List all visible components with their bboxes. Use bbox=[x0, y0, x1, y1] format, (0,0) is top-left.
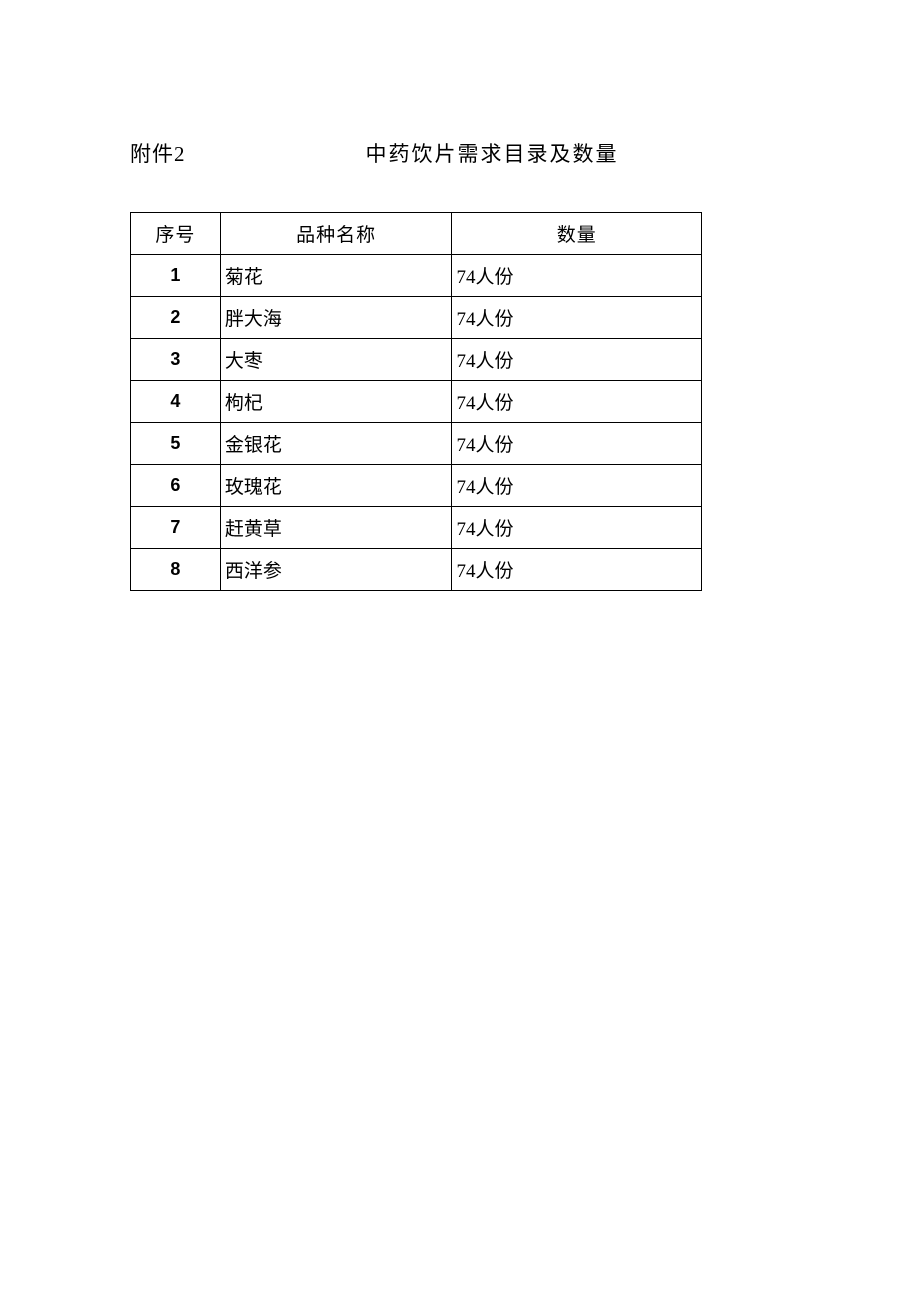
medicine-table: 序号 品种名称 数量 1 菊花 74人份 2 胖大海 74人份 3 大枣 74人… bbox=[130, 212, 702, 591]
cell-qty: 74人份 bbox=[452, 423, 702, 465]
cell-index: 6 bbox=[131, 465, 221, 507]
cell-qty: 74人份 bbox=[452, 465, 702, 507]
table-header-name: 品种名称 bbox=[220, 213, 452, 255]
cell-name: 金银花 bbox=[220, 423, 452, 465]
page-title: 中药饮片需求目录及数量 bbox=[366, 138, 619, 168]
cell-name: 胖大海 bbox=[220, 297, 452, 339]
table-row: 6 玫瑰花 74人份 bbox=[131, 465, 702, 507]
cell-qty: 74人份 bbox=[452, 339, 702, 381]
cell-index: 5 bbox=[131, 423, 221, 465]
table-row: 7 赶黄草 74人份 bbox=[131, 507, 702, 549]
cell-name: 赶黄草 bbox=[220, 507, 452, 549]
table-row: 5 金银花 74人份 bbox=[131, 423, 702, 465]
cell-index: 7 bbox=[131, 507, 221, 549]
cell-index: 2 bbox=[131, 297, 221, 339]
cell-name: 大枣 bbox=[220, 339, 452, 381]
table-header-row: 序号 品种名称 数量 bbox=[131, 213, 702, 255]
cell-qty: 74人份 bbox=[452, 549, 702, 591]
cell-name: 玫瑰花 bbox=[220, 465, 452, 507]
cell-qty: 74人份 bbox=[452, 507, 702, 549]
cell-name: 西洋参 bbox=[220, 549, 452, 591]
table-row: 2 胖大海 74人份 bbox=[131, 297, 702, 339]
cell-qty: 74人份 bbox=[452, 255, 702, 297]
attachment-label: 附件2 bbox=[130, 138, 186, 168]
cell-index: 1 bbox=[131, 255, 221, 297]
table-row: 1 菊花 74人份 bbox=[131, 255, 702, 297]
cell-index: 3 bbox=[131, 339, 221, 381]
table-header-qty: 数量 bbox=[452, 213, 702, 255]
cell-qty: 74人份 bbox=[452, 297, 702, 339]
cell-qty: 74人份 bbox=[452, 381, 702, 423]
cell-name: 菊花 bbox=[220, 255, 452, 297]
table-row: 3 大枣 74人份 bbox=[131, 339, 702, 381]
table-row: 4 枸杞 74人份 bbox=[131, 381, 702, 423]
cell-index: 8 bbox=[131, 549, 221, 591]
table-header-index: 序号 bbox=[131, 213, 221, 255]
cell-name: 枸杞 bbox=[220, 381, 452, 423]
document-header: 附件2 中药饮片需求目录及数量 bbox=[130, 138, 790, 168]
cell-index: 4 bbox=[131, 381, 221, 423]
table-row: 8 西洋参 74人份 bbox=[131, 549, 702, 591]
